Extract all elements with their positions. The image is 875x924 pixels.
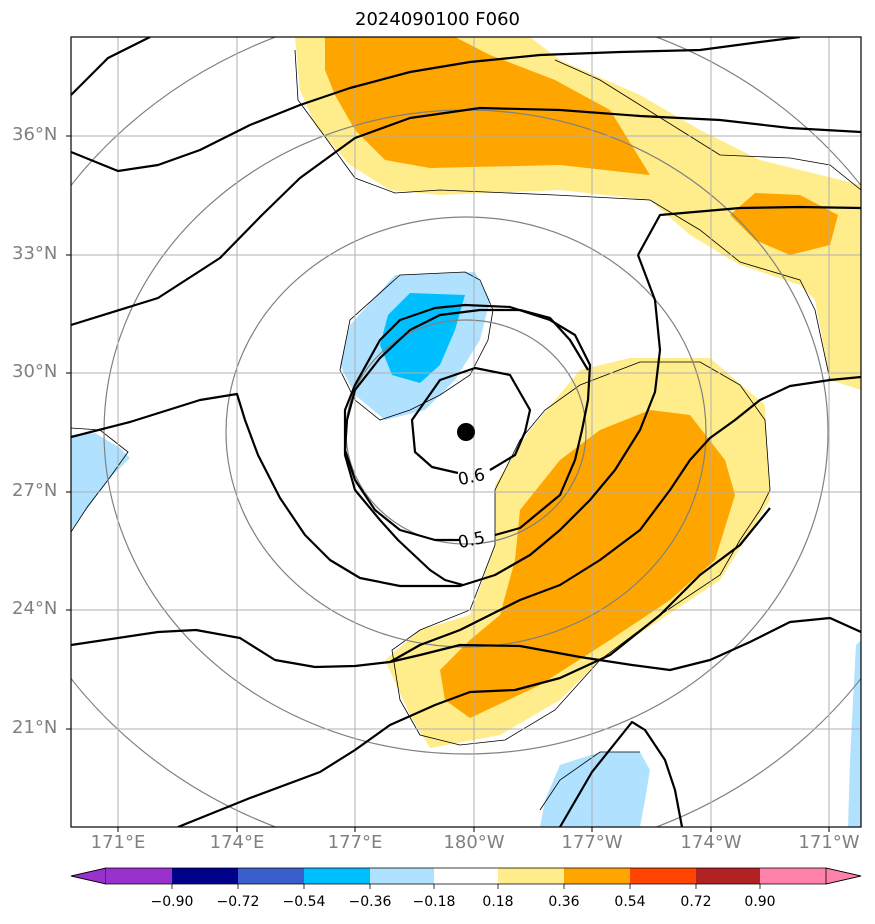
lat-label: 36°N: [12, 124, 58, 145]
map-title: 2024090100 F060: [355, 9, 520, 30]
colorbar-tick-label: −0.72: [216, 894, 260, 910]
plot-frame: [70, 36, 862, 828]
main-contours: [71, 37, 861, 827]
lon-label: 174°E: [209, 832, 265, 853]
lat-label: 27°N: [12, 480, 58, 501]
colorbar-tick-label: −0.36: [348, 894, 392, 910]
colorbar-bin: [696, 868, 760, 884]
lat-label: 24°N: [12, 598, 58, 619]
colorbar-bin: [760, 868, 826, 884]
colorbar-bin: [304, 868, 370, 884]
lat-label: 30°N: [12, 361, 58, 382]
lon-label: 171°W: [798, 832, 860, 853]
colorbar-tick-label: 0.72: [680, 894, 712, 910]
colorbar-outline: [70, 867, 862, 885]
lon-label: 174°W: [680, 832, 742, 853]
lat-label: 21°N: [12, 717, 58, 738]
colorbar-extend-high: [825, 867, 862, 885]
lon-label: 180°W: [443, 832, 505, 853]
colorbar-tick-label: 0.36: [548, 894, 580, 910]
colorbar-bin: [172, 868, 238, 884]
graticule: [71, 37, 861, 827]
negative-anomaly-area-east: [848, 640, 861, 827]
colorbar-bin: [106, 868, 172, 884]
colorbar: [70, 867, 862, 889]
colorbar-bin: [238, 868, 304, 884]
colorbar-tick-label: 0.54: [614, 894, 646, 910]
lon-label: 171°E: [90, 832, 146, 853]
colorbar-extend-low: [70, 867, 107, 885]
colorbar-tick-label: 0.18: [482, 894, 514, 910]
colorbar-tick-label: −0.18: [412, 894, 456, 910]
colorbar-tick-label: −0.90: [150, 894, 194, 910]
colorbar-bin: [630, 868, 696, 884]
lon-label: 177°E: [327, 832, 383, 853]
negative-anomaly-area-south: [540, 752, 650, 827]
storm-center-marker: [457, 423, 475, 441]
lat-label: 33°N: [12, 243, 58, 264]
axis-ticks: [66, 135, 830, 832]
colorbar-tick-label: −0.54: [282, 894, 326, 910]
colorbar-bin: [498, 868, 564, 884]
colorbar-bin: [370, 868, 434, 884]
positive-anomaly-core-south: [440, 410, 735, 718]
negative-anomaly-area-west: [71, 433, 130, 530]
colorbar-bin: [564, 868, 630, 884]
positive-anomaly-core-north: [325, 37, 650, 175]
colorbar-bin: [434, 868, 498, 884]
colorbar-tick-label: 0.90: [744, 894, 776, 910]
lon-label: 177°W: [561, 832, 623, 853]
